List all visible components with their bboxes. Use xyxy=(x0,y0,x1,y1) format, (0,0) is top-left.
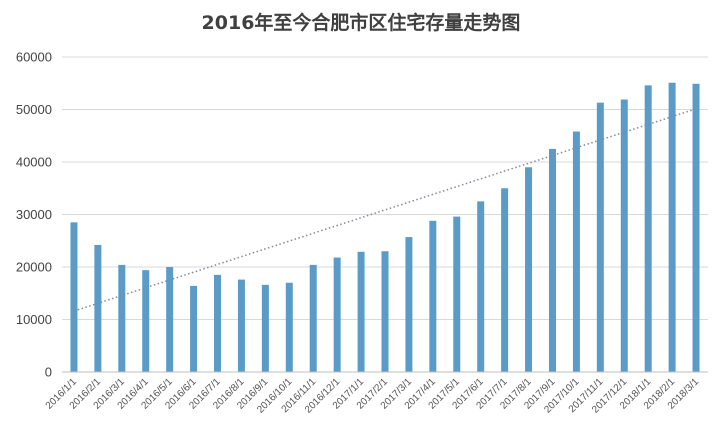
y-tick-label: 40000 xyxy=(16,155,52,170)
y-tick-label: 60000 xyxy=(16,50,52,65)
bar xyxy=(692,83,700,373)
bar xyxy=(118,264,126,372)
bar xyxy=(644,85,652,372)
bar xyxy=(668,82,676,372)
bar xyxy=(166,267,174,372)
y-tick-label: 20000 xyxy=(16,260,52,275)
trendline xyxy=(73,108,697,312)
bar xyxy=(357,251,365,372)
bar xyxy=(477,201,485,372)
bar xyxy=(501,188,509,372)
bar xyxy=(572,131,580,372)
bar xyxy=(285,282,293,372)
bar xyxy=(70,222,78,372)
y-tick-label: 0 xyxy=(45,365,52,380)
bar xyxy=(429,220,437,372)
bar xyxy=(309,264,317,372)
bar xyxy=(190,285,198,372)
bar xyxy=(214,274,222,372)
bar xyxy=(381,251,389,372)
bar xyxy=(261,284,269,372)
bar xyxy=(405,237,413,372)
chart-title: 2016年至今合肥市区住宅存量走势图 xyxy=(202,11,521,34)
bar xyxy=(142,270,150,372)
bar xyxy=(620,99,628,373)
bar xyxy=(548,148,556,372)
bar xyxy=(333,257,341,372)
y-tick-label: 10000 xyxy=(16,312,52,327)
bar xyxy=(453,216,461,372)
y-axis-ticks: 0 10000 20000 30000 40000 50000 60000 xyxy=(16,50,52,380)
bar xyxy=(94,244,102,372)
bars xyxy=(70,82,700,373)
bar xyxy=(525,167,533,372)
trendline-group xyxy=(73,108,697,312)
bar xyxy=(596,102,604,373)
x-axis-ticks: 2016/1/12016/2/12016/3/12016/4/12016/5/1… xyxy=(44,376,702,416)
y-tick-label: 30000 xyxy=(16,207,52,222)
y-tick-label: 50000 xyxy=(16,102,52,117)
bar xyxy=(237,279,245,372)
